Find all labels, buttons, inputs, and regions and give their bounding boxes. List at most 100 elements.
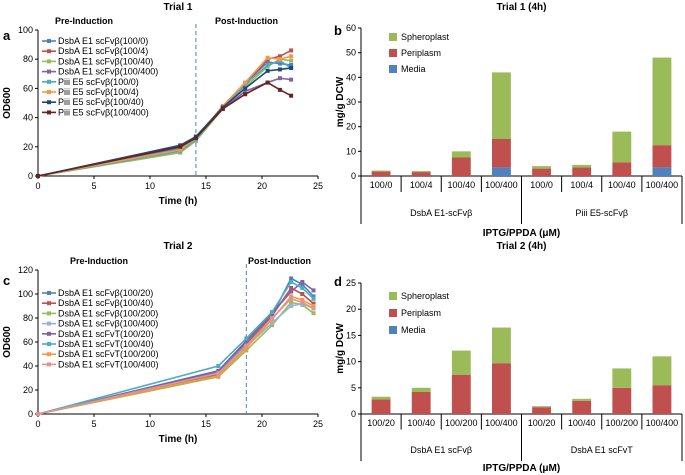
y-tick-label: 30: [346, 97, 356, 107]
legend-marker: [47, 90, 51, 94]
data-point: [277, 61, 282, 66]
bar-segment: [411, 391, 431, 414]
legend-entry: DsbA E1 scFvT(100/400): [58, 359, 159, 369]
x-tick-label: 15: [201, 181, 211, 191]
bar-segment: [371, 171, 391, 176]
group-label: DsbA E1-scFvβ: [410, 208, 472, 218]
bar-segment: [492, 327, 511, 364]
x-tick-label: 20: [257, 419, 267, 429]
y-tick-label: 0: [28, 171, 33, 181]
y-tick-label: 80: [23, 54, 33, 64]
data-point: [289, 48, 294, 53]
x-tick-label: 100/0: [370, 180, 393, 190]
legend-marker: [47, 79, 51, 84]
legend-marker: [47, 311, 51, 316]
data-point: [178, 144, 183, 149]
bar-segment: [532, 406, 551, 408]
bar-segment: [371, 399, 391, 414]
y-axis-label: OD600: [2, 326, 13, 358]
y-axis-label: mg/g DCW: [335, 323, 346, 374]
data-point: [311, 296, 316, 301]
legend-swatch: [389, 309, 397, 317]
legend-entry: DsbA E1 scFvβ(100/400): [58, 319, 158, 329]
legend-entry: DsbA E1 scFvT(100/200): [58, 349, 159, 359]
data-point: [300, 298, 305, 302]
data-point: [289, 280, 294, 284]
x-tick-label: 100/200: [606, 418, 639, 428]
data-point: [289, 65, 294, 70]
data-point: [289, 276, 294, 281]
data-point: [244, 346, 249, 350]
y-tick-label: 40: [23, 361, 33, 371]
data-point: [277, 57, 282, 62]
legend-entry: Media: [401, 325, 426, 335]
x-tick-label: 10: [145, 419, 155, 429]
y-tick-label: 120: [18, 265, 33, 275]
data-point: [216, 373, 221, 378]
x-tick-label: 15: [201, 419, 211, 429]
chart-title: Trial 1: [164, 2, 193, 13]
data-point: [289, 304, 294, 308]
x-tick-label: 100/40: [448, 180, 476, 190]
post-induction-label: Post-Induction: [215, 16, 278, 26]
y-tick-label: 60: [346, 23, 356, 33]
x-tick-label: 5: [91, 419, 96, 429]
bar-segment: [371, 396, 391, 400]
y-tick-label: 5: [351, 383, 356, 393]
data-point: [311, 301, 316, 306]
data-point: [193, 136, 198, 141]
data-point: [289, 294, 294, 299]
y-axis-label: OD600: [2, 87, 13, 119]
x-axis-label: Time (h): [159, 434, 198, 445]
data-point: [277, 54, 282, 59]
data-point: [178, 147, 183, 152]
panel-b-stacked-bar-chart: b Trial 1 (4h) 0 10 20 30 40 50 60 mg/g DCW 100/0 1…: [334, 2, 683, 239]
x-tick-label: 25: [313, 419, 323, 429]
data-point: [311, 306, 316, 311]
x-tick-label: 100/400: [646, 180, 679, 190]
y-tick-label: 100: [18, 289, 33, 299]
data-point: [243, 89, 248, 94]
chart-title: Trial 2 (4h): [496, 241, 546, 252]
bar-segment: [572, 167, 592, 176]
x-tick-label: 100/40: [608, 180, 636, 190]
legend-marker: [47, 331, 51, 336]
legend-swatch: [389, 326, 397, 334]
pre-induction-label: Pre-Induction: [70, 256, 128, 266]
bar-segment: [492, 72, 511, 139]
y-tick-label: 20: [23, 385, 33, 395]
data-point: [311, 311, 316, 316]
bar-segment: [652, 145, 672, 168]
data-point: [289, 300, 294, 305]
legend-entry: DsbA E1 scFvβ(100/0): [58, 36, 148, 46]
y-tick-label: 100: [18, 25, 33, 35]
data-point: [216, 364, 221, 368]
legend-entry: DsbA E1 scFvβ(100/200): [58, 308, 158, 318]
legend-entry: Spheroplast: [401, 291, 450, 301]
bar-segment: [652, 356, 672, 386]
bar-segment: [371, 170, 391, 172]
legend-entry: Spheroplast: [401, 32, 450, 42]
x-tick-label: 100/20: [528, 418, 556, 428]
x-tick-label: 100/400: [485, 180, 518, 190]
legend-marker: [47, 342, 51, 346]
series-line: [37, 67, 292, 177]
legend-swatch: [389, 292, 397, 300]
x-tick-label: 100/4: [410, 180, 433, 190]
bar-segment: [411, 171, 431, 173]
y-tick-label: 20: [346, 122, 356, 132]
legend-entry: DsbA E1 scFvβ(100/40): [58, 298, 153, 308]
legend-entry: DsbA E1 scFvβ(100/40): [58, 56, 153, 66]
series-line: [37, 55, 292, 177]
y-tick-label: 80: [23, 313, 33, 323]
panel-a-line-chart: a Trial 1 0 20 40 60 80 100 0 5 10 15 20 25 Time (h) OD…: [2, 2, 323, 207]
x-tick-label: 10: [145, 181, 155, 191]
data-point: [244, 348, 249, 353]
bar-segment: [411, 172, 431, 176]
chart-title: Trial 1 (4h): [496, 2, 546, 13]
legend-entry: DsbA E1 scFvβ(100/20): [58, 288, 153, 298]
legend-entry: Piii E5 scFvβ(100/0): [58, 77, 139, 87]
group-label: DsbA E1 scFvβ: [410, 445, 472, 455]
group-label: DsbA E1 scFvT: [571, 445, 634, 455]
x-axis-label: Time (h): [159, 196, 198, 207]
